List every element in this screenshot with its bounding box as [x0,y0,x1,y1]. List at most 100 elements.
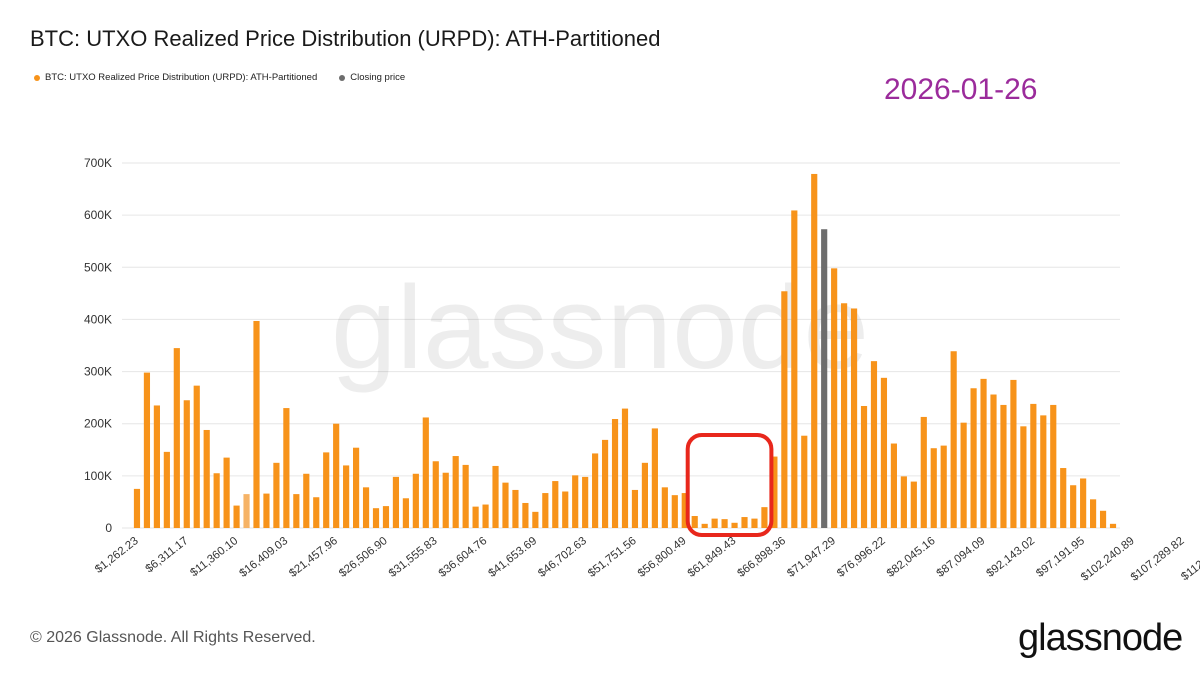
bar[interactable] [990,394,997,528]
bar[interactable] [811,173,818,528]
bar[interactable] [601,439,609,528]
bar[interactable] [203,429,210,528]
bar[interactable] [582,476,589,528]
bar[interactable] [492,465,499,528]
bar[interactable] [233,505,240,528]
bar[interactable] [452,456,459,528]
bar[interactable] [333,423,340,528]
bar[interactable] [711,518,718,528]
bar[interactable] [950,351,957,528]
bar[interactable] [1030,403,1037,528]
bar[interactable] [592,453,599,528]
bar[interactable] [970,388,977,528]
bar[interactable] [163,451,170,528]
bar[interactable] [691,516,698,528]
bar[interactable] [1050,404,1057,528]
bar[interactable] [870,361,878,528]
bar[interactable] [621,408,629,528]
bar[interactable] [751,518,758,528]
bar[interactable] [661,487,668,528]
bar[interactable] [522,502,529,528]
bar[interactable] [980,378,987,528]
bar[interactable] [791,210,798,528]
bar[interactable] [542,493,549,528]
bar[interactable] [701,523,708,528]
bar[interactable] [532,511,539,528]
bar[interactable] [890,443,897,528]
bar[interactable] [860,405,868,528]
bar[interactable] [173,348,180,528]
bar[interactable] [960,422,967,528]
bar[interactable] [552,481,559,528]
bar[interactable] [462,464,469,528]
bar[interactable] [781,291,788,528]
bar[interactable] [1020,426,1027,528]
bar[interactable] [771,456,778,528]
bar[interactable] [223,457,230,528]
bar[interactable] [442,472,449,528]
bar[interactable] [193,385,200,528]
bar[interactable] [362,487,370,528]
bar[interactable] [801,435,808,528]
bar[interactable] [213,473,220,528]
bar[interactable] [651,428,658,528]
bar[interactable] [562,491,569,529]
bar[interactable] [910,481,917,528]
bar[interactable] [1040,415,1047,528]
bar[interactable] [482,504,489,528]
bar[interactable] [681,493,688,528]
bar[interactable] [143,372,151,528]
bar[interactable] [940,445,947,528]
bar[interactable] [1000,404,1007,528]
bar[interactable] [263,493,270,528]
bar[interactable] [412,473,419,528]
bar[interactable] [303,473,310,528]
bar[interactable] [831,268,838,528]
bar[interactable] [1080,478,1087,528]
bar[interactable] [382,506,390,528]
bar[interactable] [273,462,280,528]
bar[interactable] [283,408,290,528]
bar[interactable] [572,475,579,528]
bar[interactable] [343,465,350,528]
bar[interactable] [133,488,141,528]
bar[interactable] [1090,499,1097,528]
bar[interactable] [313,497,320,528]
bar[interactable] [841,303,848,528]
bar[interactable] [402,498,409,528]
closing-price-bar[interactable] [821,229,828,528]
bar[interactable] [432,461,439,528]
bar[interactable] [472,506,479,528]
bar[interactable] [1099,510,1107,528]
bar[interactable] [372,508,380,528]
bar[interactable] [323,452,330,528]
bar[interactable] [741,517,748,528]
bar[interactable] [153,405,160,528]
bar[interactable] [671,495,678,528]
bar[interactable] [512,489,519,528]
bar[interactable] [243,494,250,528]
bar[interactable] [353,447,360,528]
bar[interactable] [900,476,907,528]
bar[interactable] [920,416,927,528]
bar[interactable] [422,417,429,528]
bar[interactable] [502,482,509,528]
bar[interactable] [721,519,728,528]
bar[interactable] [731,522,738,528]
bar[interactable] [880,377,888,528]
bar[interactable] [293,494,300,528]
bar[interactable] [761,507,768,528]
bar[interactable] [641,462,648,528]
legend-item-urpd[interactable]: BTC: UTXO Realized Price Distribution (U… [34,72,317,83]
bar[interactable] [1070,485,1077,528]
bar[interactable] [392,476,400,528]
bar[interactable] [1010,379,1017,528]
bar[interactable] [611,419,619,528]
bar[interactable] [253,320,260,528]
bar[interactable] [183,400,190,528]
bar[interactable] [930,448,937,528]
legend-item-closing-price[interactable]: Closing price [339,72,405,83]
bar[interactable] [1060,468,1067,528]
bar[interactable] [631,489,639,528]
bar[interactable] [850,308,858,528]
